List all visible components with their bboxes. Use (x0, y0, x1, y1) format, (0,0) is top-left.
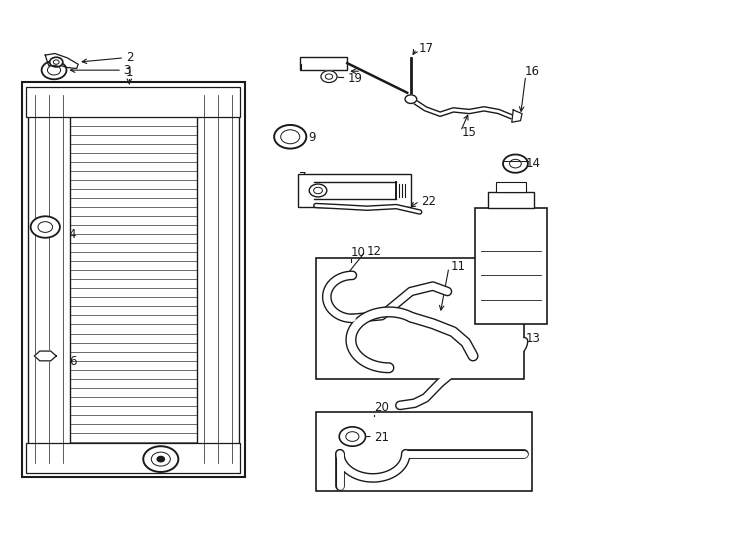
Bar (28, 90, 70, 469)
Text: 9: 9 (308, 131, 316, 144)
Bar (297, 174, 411, 207)
Text: 4: 4 (69, 227, 76, 240)
Bar (26, 87, 241, 117)
Bar (495, 183, 526, 192)
Circle shape (405, 95, 417, 104)
Circle shape (157, 456, 164, 462)
Text: 6: 6 (69, 355, 76, 368)
Text: 19: 19 (348, 72, 363, 85)
Text: 20: 20 (374, 401, 389, 414)
Text: 22: 22 (421, 195, 436, 208)
Circle shape (42, 61, 67, 79)
Bar (22, 82, 245, 477)
Polygon shape (46, 53, 78, 69)
Circle shape (503, 154, 528, 173)
Text: 21: 21 (374, 430, 389, 443)
Circle shape (274, 125, 306, 148)
Bar (26, 443, 241, 472)
Bar (299, 57, 347, 70)
Text: 15: 15 (462, 126, 477, 139)
Polygon shape (34, 351, 57, 361)
Text: 1: 1 (126, 66, 133, 79)
Text: 18: 18 (301, 56, 316, 69)
Circle shape (50, 57, 63, 67)
Text: 8: 8 (335, 194, 343, 207)
Text: 16: 16 (524, 65, 539, 78)
Circle shape (31, 217, 60, 238)
Circle shape (321, 71, 337, 83)
Text: 17: 17 (418, 42, 433, 55)
Text: 14: 14 (526, 157, 541, 170)
Text: 5: 5 (183, 453, 190, 465)
Bar (316, 258, 524, 379)
Text: 7: 7 (299, 171, 307, 184)
Text: 12: 12 (367, 245, 382, 258)
Polygon shape (512, 110, 522, 122)
Circle shape (143, 446, 178, 472)
Bar (475, 208, 547, 323)
Text: 3: 3 (123, 64, 131, 77)
Text: 13: 13 (526, 332, 540, 345)
Text: 11: 11 (451, 260, 465, 273)
Circle shape (309, 184, 327, 197)
Circle shape (339, 427, 366, 446)
Text: 2: 2 (126, 51, 133, 64)
Text: 10: 10 (351, 246, 366, 259)
Bar (197, 90, 239, 469)
Bar (316, 412, 531, 491)
Bar (488, 192, 534, 208)
